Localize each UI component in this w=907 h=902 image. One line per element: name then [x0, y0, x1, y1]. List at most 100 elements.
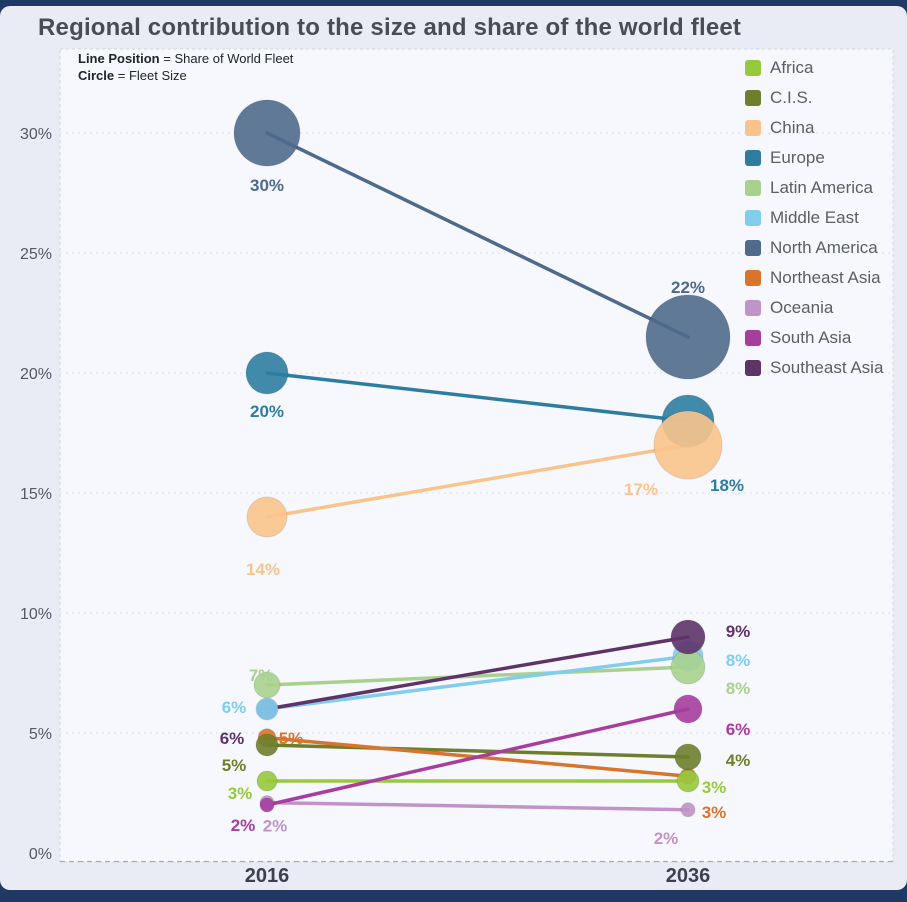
legend-swatch-southeast-asia [745, 360, 761, 376]
series-line-south-asia [265, 707, 690, 807]
bubble-africa-2036[interactable] [676, 769, 700, 793]
legend-item-northeast-asia[interactable]: Northeast Asia [745, 268, 883, 288]
bubble-north-america-2016[interactable] [233, 99, 301, 167]
legend-swatch-north-america [745, 240, 761, 256]
x-axis-label-2016: 2016 [245, 865, 290, 887]
legend-label: Oceania [770, 298, 834, 317]
value-label-north-america-2036: 22% [671, 278, 705, 297]
caption-circle-bold: Circle [78, 68, 115, 83]
bubble-europe-2016[interactable] [245, 351, 289, 395]
legend-label: South Asia [770, 328, 852, 347]
value-label-africa-2036: 3% [702, 778, 727, 797]
legend-item-china[interactable]: China [745, 118, 883, 138]
series-line-europe [265, 371, 690, 423]
value-label-northeast-asia-2036: 3% [702, 803, 727, 822]
series-line-latin-america [265, 665, 690, 687]
y-tick-label-10: 10% [20, 606, 52, 623]
value-label-southeast-asia-2036: 9% [726, 622, 751, 641]
y-tick-label-0: 0% [29, 846, 52, 863]
value-label-europe-2016: 20% [250, 402, 284, 421]
value-label-africa-2016: 3% [228, 784, 253, 803]
y-tick-label-5: 5% [29, 726, 52, 743]
bubble-oceania-2036[interactable] [680, 802, 696, 818]
bubble-c-i-s-2036[interactable] [674, 743, 702, 771]
legend-label: Southeast Asia [770, 358, 884, 377]
legend-item-europe[interactable]: Europe [745, 148, 883, 168]
value-label-middle-east-2036: 8% [726, 651, 751, 670]
legend-swatch-oceania [745, 300, 761, 316]
series-line-southeast-asia [265, 635, 690, 711]
legend-item-latin-america[interactable]: Latin America [745, 178, 883, 198]
chart-caption: Line Position = Share of World Fleet Cir… [78, 50, 293, 84]
value-label-china-2016: 14% [246, 560, 280, 579]
legend-item-c-i-s[interactable]: C.I.S. [745, 88, 883, 108]
value-label-southeast-asia-2016: 6% [220, 729, 245, 748]
y-tick-label-25: 25% [20, 246, 52, 263]
bubble-north-america-2036[interactable] [645, 294, 731, 380]
y-tick-label-20: 20% [20, 366, 52, 383]
legend-label: Middle East [770, 208, 859, 227]
bubble-china-2016[interactable] [246, 496, 288, 538]
legend-swatch-africa [745, 60, 761, 76]
bubble-south-asia-2016[interactable] [259, 797, 275, 813]
bubble-latin-america-2016[interactable] [253, 671, 281, 699]
series-line-oceania [265, 800, 690, 812]
value-label-south-asia-2016: 2% [231, 816, 256, 835]
value-label-middle-east-2016: 6% [222, 698, 247, 717]
legend-item-north-america[interactable]: North America [745, 238, 883, 258]
value-label-latin-america-2036: 8% [726, 679, 751, 698]
value-label-south-asia-2036: 6% [726, 720, 751, 739]
value-label-northeast-asia-2016: 5% [279, 729, 304, 748]
x-axis-label-2036: 2036 [666, 865, 711, 887]
chart-legend: Africa C.I.S. China Europe Latin America Midd… [745, 58, 883, 378]
value-label-oceania-2036: 2% [654, 829, 679, 848]
bubble-latin-america-2036[interactable] [670, 649, 706, 685]
bubble-southeast-asia-2036[interactable] [670, 619, 706, 655]
legend-label: Europe [770, 148, 825, 167]
bubble-middle-east-2016[interactable] [255, 697, 279, 721]
legend-swatch-c-i-s [745, 90, 761, 106]
page-title: Regional contribution to the size and sh… [38, 14, 742, 41]
y-tick-label-30: 30% [20, 126, 52, 143]
series-line-c-i-s [265, 743, 690, 759]
caption-circle: Circle = Fleet Size [78, 67, 293, 84]
legend-swatch-europe [745, 150, 761, 166]
series-line-china [265, 443, 690, 519]
legend-swatch-northeast-asia [745, 270, 761, 286]
caption-line-rest: = Share of World Fleet [159, 51, 294, 66]
series-line-north-america [265, 131, 690, 339]
bubble-africa-2016[interactable] [256, 770, 278, 792]
caption-line-bold: Line Position [78, 51, 160, 66]
value-label-c-i-s-2016: 5% [222, 756, 247, 775]
y-tick-label-15: 15% [20, 486, 52, 503]
value-label-europe-2036: 18% [710, 476, 744, 495]
value-label-china-2036: 17% [624, 480, 658, 499]
value-label-north-america-2016: 30% [250, 176, 284, 195]
legend-label: Africa [770, 58, 814, 77]
bubble-c-i-s-2016[interactable] [255, 733, 279, 757]
legend-label: Latin America [770, 178, 873, 197]
value-label-c-i-s-2036: 4% [726, 751, 751, 770]
value-label-latin-america-2016: 7% [249, 666, 274, 685]
bubble-china-2036[interactable] [653, 410, 723, 480]
chart-panel: Regional contribution to the size and sh… [0, 6, 907, 890]
series-line-middle-east [265, 654, 690, 711]
caption-circle-rest: = Fleet Size [114, 68, 187, 83]
legend-label: North America [770, 238, 878, 257]
legend-item-africa[interactable]: Africa [745, 58, 883, 78]
legend-item-south-asia[interactable]: South Asia [745, 328, 883, 348]
legend-item-southeast-asia[interactable]: Southeast Asia [745, 358, 883, 378]
legend-swatch-south-asia [745, 330, 761, 346]
legend-label: China [770, 118, 815, 137]
legend-item-middle-east[interactable]: Middle East [745, 208, 883, 228]
legend-swatch-latin-america [745, 180, 761, 196]
legend-swatch-middle-east [745, 210, 761, 226]
value-label-oceania-2016: 2% [263, 817, 288, 836]
bubble-south-asia-2036[interactable] [673, 694, 703, 724]
caption-line-position: Line Position = Share of World Fleet [78, 50, 293, 67]
legend-swatch-china [745, 120, 761, 136]
legend-label: C.I.S. [770, 88, 813, 107]
legend-item-oceania[interactable]: Oceania [745, 298, 883, 318]
legend-label: Northeast Asia [770, 268, 881, 287]
